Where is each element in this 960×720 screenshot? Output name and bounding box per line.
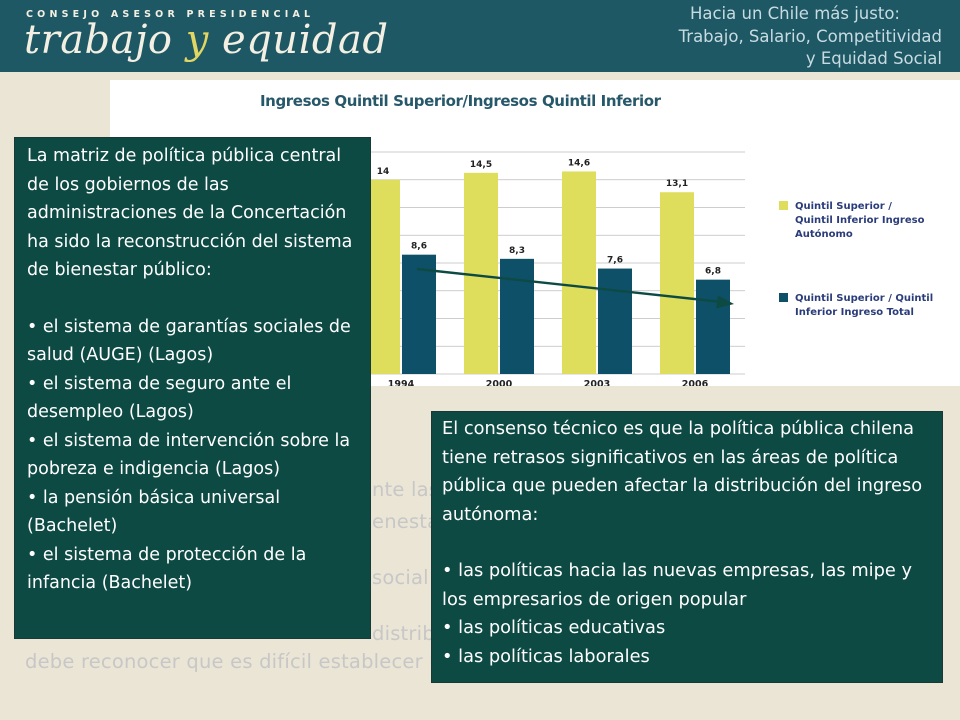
legend-label: Quintil Superior / <box>795 201 892 212</box>
org-line: CONSEJO ASESOR PRESIDENCIAL <box>26 9 315 20</box>
left-box-bullet: • la pensión básica universal (Bachelet) <box>27 487 281 537</box>
left-box-bullet: • el sistema de protección de la infanci… <box>27 544 307 594</box>
right-box-bullet: • las políticas hacia las nuevas empresa… <box>442 560 912 610</box>
x-tick-label: 2006 <box>682 379 709 386</box>
left-box-intro: La matriz de política pública central de… <box>27 146 353 280</box>
tagline-line-2: Trabajo, Salario, Competitividad <box>678 26 942 46</box>
right-box-gap <box>442 529 934 557</box>
legend-label: Autónomo <box>795 228 853 240</box>
org-logo-text: trabajo y equidad <box>24 16 388 64</box>
data-label-autonomo: 14,6 <box>568 158 590 168</box>
left-box-bullet: • el sistema de intervención sobre la po… <box>27 430 351 480</box>
data-label-total: 7,6 <box>607 256 623 266</box>
legend-label: Inferior Ingreso Total <box>795 307 914 318</box>
org-name-a: trabajo <box>24 17 173 63</box>
tagline-line-3: y Equidad Social <box>805 49 942 68</box>
bar-ingreso-autonomo <box>660 192 694 374</box>
right-box-bullet: • las políticas educativas <box>442 617 666 638</box>
legend-label: Quintil Inferior Ingreso <box>795 215 925 226</box>
tagline: Hacia un Chile más justo: Trabajo, Salar… <box>679 3 942 71</box>
bar-ingreso-autonomo <box>464 172 498 374</box>
bar-ingreso-autonomo <box>562 171 596 374</box>
org-name-y: y <box>185 17 209 63</box>
background-text-1: nte las <box>372 478 440 501</box>
right-box-intro: El consenso técnico es que la política p… <box>442 418 923 525</box>
data-label-total: 6,8 <box>705 267 721 277</box>
x-tick-label: 2003 <box>584 379 610 386</box>
bar-ingreso-total <box>500 258 534 374</box>
bar-ingreso-total <box>402 254 436 374</box>
background-text-2: enesta <box>372 510 440 533</box>
background-text-5: debe reconocer que es difícil establecer… <box>25 650 442 673</box>
chart-title: Ingresos Quintil Superior/Ingresos Quint… <box>260 92 661 110</box>
data-label-autonomo: 13,1 <box>666 179 688 189</box>
data-label-total: 8,3 <box>509 246 525 256</box>
data-label-total: 8,6 <box>411 242 427 252</box>
x-tick-label: 2000 <box>486 379 513 386</box>
legend-label: Quintil Superior / Quintil <box>795 293 933 304</box>
left-text-box: La matriz de política pública central de… <box>14 137 371 639</box>
legend-swatch <box>779 201 788 210</box>
bar-ingreso-total <box>598 268 632 374</box>
trend-arrow-line <box>416 267 723 304</box>
left-box-bullet: • el sistema de garantías sociales de sa… <box>27 316 351 366</box>
right-text-box: El consenso técnico es que la política p… <box>431 411 943 683</box>
left-box-gap <box>27 285 360 313</box>
data-label-autonomo: 14 <box>377 167 390 177</box>
bar-ingreso-total <box>696 279 730 374</box>
tagline-line-1: Hacia un Chile más justo: <box>689 4 900 23</box>
background-text-3: social <box>372 566 429 589</box>
x-tick-label: 1994 <box>388 379 415 386</box>
data-label-autonomo: 14,5 <box>470 160 492 170</box>
trend-arrow-head <box>716 295 734 309</box>
background-text-4: distribu <box>372 622 448 645</box>
left-box-bullet: • el sistema de seguro ante el desempleo… <box>27 373 292 423</box>
legend-swatch <box>779 293 788 302</box>
bar-ingreso-autonomo <box>366 179 400 374</box>
org-name-b: equidad <box>222 17 389 63</box>
chart-svg: 14 8,6 1994 14,5 8,3 2000 14,6 7,6 2003 13,1 6,8 20… <box>280 151 933 386</box>
right-box-bullet: • las políticas laborales <box>442 645 650 667</box>
header-banner: CONSEJO ASESOR PRESIDENCIAL trabajo y eq… <box>0 0 960 72</box>
